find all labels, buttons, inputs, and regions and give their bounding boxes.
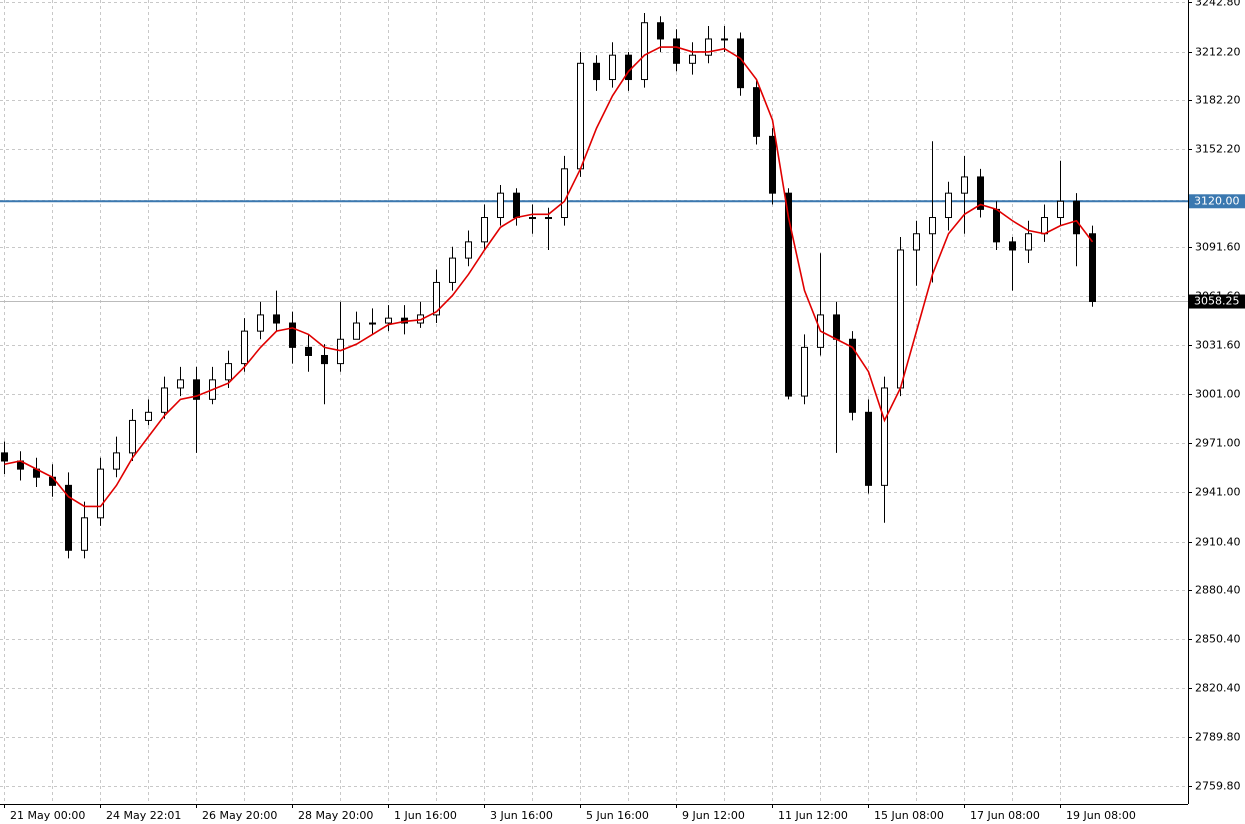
- candle-body: [241, 330, 248, 365]
- candle-body: [513, 192, 520, 219]
- candle-body: [753, 87, 760, 137]
- candle-body: [833, 314, 840, 340]
- y-tick-label: 2789.80: [1195, 731, 1241, 744]
- candle-body: [561, 168, 568, 219]
- candle-body: [769, 135, 776, 194]
- y-tick-label: 2759.80: [1195, 780, 1241, 793]
- candle-body: [177, 379, 184, 389]
- candle-body: [465, 241, 472, 259]
- candle-body: [369, 322, 376, 325]
- y-tick-label: 3031.60: [1195, 339, 1241, 352]
- candle-body: [1041, 217, 1048, 235]
- candle-body: [705, 38, 712, 56]
- y-tick-label: 3152.20: [1195, 143, 1241, 156]
- y-tick-label: 2820.40: [1195, 682, 1241, 695]
- candle-body: [1057, 200, 1064, 219]
- candle-body: [881, 387, 888, 486]
- candle-body: [961, 176, 968, 194]
- candle-body: [641, 22, 648, 81]
- x-tick-label: 24 May 22:01: [106, 809, 181, 822]
- candle-body: [289, 322, 296, 348]
- x-tick-label: 17 Jun 08:00: [970, 809, 1040, 822]
- candle-body: [737, 38, 744, 89]
- candle-body: [593, 62, 600, 81]
- y-tick-label: 3091.60: [1195, 241, 1241, 254]
- x-tick-label: 5 Jun 16:00: [586, 809, 649, 822]
- x-tick-label: 19 Jun 08:00: [1066, 809, 1136, 822]
- y-tick-label: 3182.20: [1195, 94, 1241, 107]
- candle-body: [801, 346, 808, 397]
- x-tick-label: 9 Jun 12:00: [682, 809, 745, 822]
- candle-body: [897, 249, 904, 389]
- y-tick-label: 3242.80: [1195, 0, 1241, 9]
- candle-body: [849, 338, 856, 413]
- candle-body: [449, 257, 456, 283]
- candle-body: [1009, 241, 1016, 251]
- price-label: 3120.00: [1194, 194, 1240, 207]
- candle-body: [321, 354, 328, 365]
- candle-body: [129, 419, 136, 454]
- y-tick-label: 2910.40: [1195, 536, 1241, 549]
- candle-body: [545, 217, 552, 220]
- price-label: 3058.25: [1194, 295, 1240, 308]
- y-tick-label: 2971.00: [1195, 437, 1241, 450]
- candle-body: [481, 217, 488, 243]
- candle-body: [257, 314, 264, 332]
- candle-body: [993, 208, 1000, 243]
- candle-body: [929, 217, 936, 235]
- candle-body: [977, 176, 984, 210]
- y-tick-label: 2880.40: [1195, 584, 1241, 597]
- y-tick-label: 2850.40: [1195, 633, 1241, 646]
- moving-average: [4, 46, 1094, 508]
- x-tick-label: 21 May 00:00: [10, 809, 85, 822]
- candle-body: [1025, 233, 1032, 251]
- y-tick-label: 3001.00: [1195, 388, 1241, 401]
- y-tick-label: 3212.20: [1195, 46, 1241, 59]
- x-tick-label: 11 Jun 12:00: [778, 809, 848, 822]
- candle-body: [113, 452, 120, 470]
- candle-body: [657, 22, 664, 40]
- candle-body: [673, 38, 680, 64]
- x-tick-label: 28 May 20:00: [298, 809, 373, 822]
- candle-body: [577, 62, 584, 170]
- candle-body: [225, 363, 232, 381]
- candle-body: [945, 192, 952, 219]
- candle-body: [273, 314, 280, 324]
- candle-body: [193, 379, 200, 400]
- candle-body: [529, 217, 536, 220]
- candle-body: [353, 322, 360, 340]
- candle-body: [785, 192, 792, 397]
- candle-body: [97, 468, 104, 519]
- candle-body: [1073, 200, 1080, 235]
- candle-body: [161, 387, 168, 413]
- y-tick-label: 2941.00: [1195, 486, 1241, 499]
- candle-body: [721, 38, 728, 41]
- candle-body: [913, 233, 920, 251]
- candle-body: [65, 484, 72, 551]
- candle-body: [1089, 233, 1096, 303]
- candle-body: [433, 281, 440, 316]
- x-tick-label: 15 Jun 08:00: [874, 809, 944, 822]
- price-label-box: [1189, 294, 1245, 309]
- candle-body: [1, 452, 8, 462]
- candle-body: [385, 317, 392, 324]
- candle-body: [609, 54, 616, 81]
- candle-body: [497, 192, 504, 219]
- candle-body: [305, 346, 312, 356]
- price-label-box: [1189, 194, 1245, 209]
- candle-body: [865, 411, 872, 486]
- candle-body: [145, 411, 152, 421]
- candle-body: [689, 54, 696, 64]
- x-tick-label: 26 May 20:00: [202, 809, 277, 822]
- x-tick-label: 3 Jun 16:00: [490, 809, 553, 822]
- x-tick-label: 1 Jun 16:00: [394, 809, 457, 822]
- candle-body: [81, 517, 88, 551]
